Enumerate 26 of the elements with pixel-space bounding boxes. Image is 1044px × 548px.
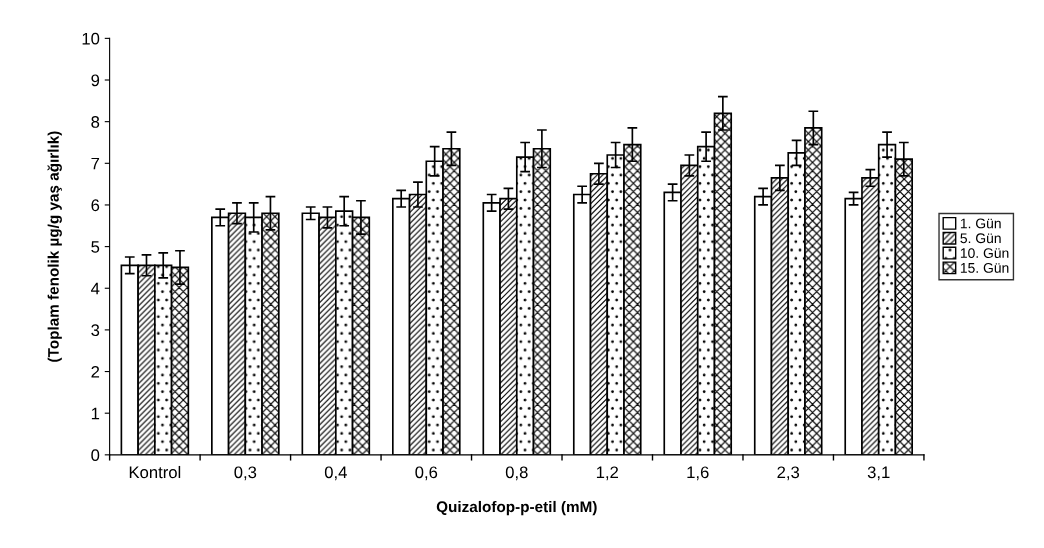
y-tick-label: 5 bbox=[91, 241, 100, 253]
legend-label: 5. Gün bbox=[960, 233, 1001, 244]
x-tick-label: 1,6 bbox=[687, 466, 709, 481]
y-axis-title: (Toplam fenolik µg/g yaş ağırlık) bbox=[47, 131, 62, 362]
x-tick-label: 0,6 bbox=[415, 466, 438, 481]
y-tick-label: 8 bbox=[91, 116, 100, 128]
x-tick-label: 1,2 bbox=[596, 466, 619, 481]
y-tick-label: 6 bbox=[91, 199, 100, 212]
x-tick-label: 0,8 bbox=[505, 466, 528, 481]
x-tick-label: 0,3 bbox=[234, 466, 257, 481]
legend-label: 1. Gün bbox=[960, 218, 1001, 229]
legend-label: 10. Gün bbox=[960, 248, 1009, 258]
legend-label: 15. Gün bbox=[960, 262, 1009, 273]
y-tick-label: 9 bbox=[91, 74, 100, 87]
x-axis-title: Quizalofop-p-etil (mM) bbox=[436, 500, 597, 516]
y-tick-label: 4 bbox=[91, 282, 100, 295]
x-tick-label: 2,3 bbox=[777, 466, 800, 481]
y-tick-label: 2 bbox=[91, 365, 100, 378]
y-tick-label: 7 bbox=[91, 157, 100, 170]
y-tick-label: 0 bbox=[91, 449, 100, 462]
x-tick-label: Kontrol bbox=[129, 465, 181, 479]
y-tick-label: 1 bbox=[91, 407, 100, 420]
x-tick-label: 0,4 bbox=[324, 466, 347, 481]
y-tick-label: 10 bbox=[82, 32, 100, 45]
y-tick-label: 3 bbox=[91, 324, 100, 337]
x-tick-label: 3,1 bbox=[867, 466, 890, 481]
